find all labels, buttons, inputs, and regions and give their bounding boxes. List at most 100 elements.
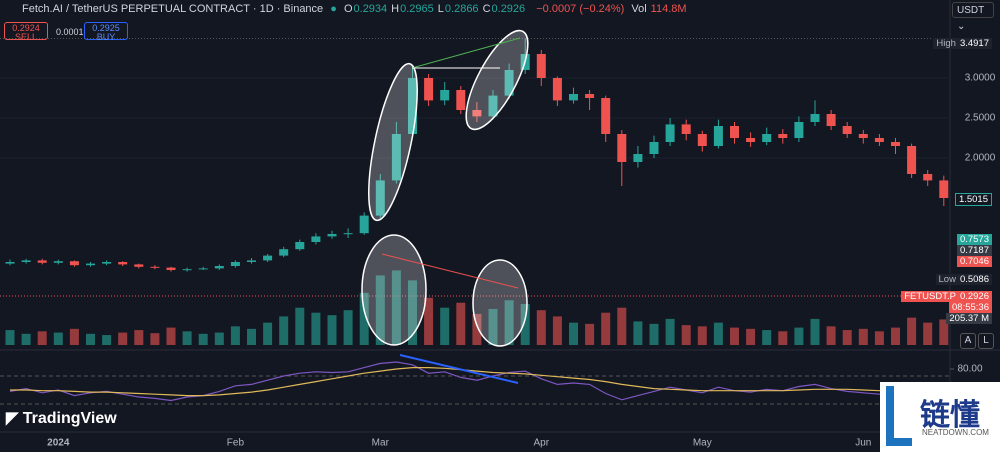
volume-bar	[874, 331, 884, 345]
badge-label: High	[936, 38, 956, 49]
buy-button[interactable]: 0.2925 BUY	[84, 22, 128, 42]
badge-label: FETUSDT.P	[904, 291, 956, 302]
ohlc-key: O	[343, 3, 353, 15]
sell-label: SELL	[14, 32, 38, 42]
candle-body	[69, 261, 79, 266]
price-badge: Low 0.5086	[935, 274, 992, 285]
volume-bar	[746, 328, 756, 345]
logo-text: TradingView	[22, 410, 117, 427]
candle-body	[311, 236, 321, 242]
currency-select[interactable]: USDT ⌄	[952, 2, 994, 32]
candle-body	[408, 78, 417, 134]
volume-bar	[569, 322, 578, 345]
watermark: 链懂 NEATDOWN.COM	[880, 382, 1000, 452]
volume-bar	[327, 315, 337, 345]
candle-body	[601, 98, 611, 134]
rsi-line	[9, 361, 944, 408]
badge-value: 0.5086	[959, 274, 989, 285]
x-tick-label: May	[693, 438, 712, 449]
volume-bar	[697, 326, 707, 345]
volume-bar	[762, 330, 772, 345]
badge-value: 0.7573	[959, 234, 989, 245]
candle-body	[794, 122, 804, 138]
candle-body	[649, 142, 659, 154]
volume-bar	[5, 330, 15, 345]
symbol-title[interactable]: Fetch.AI / TetherUS PERPETUAL CONTRACT ·…	[22, 3, 324, 15]
candle-body	[778, 134, 788, 138]
volume-bar	[633, 321, 643, 345]
volume-bar	[295, 307, 305, 345]
ohlc-value: 0.2866	[444, 3, 479, 15]
candle-body	[456, 90, 466, 110]
volume-bar	[150, 333, 160, 345]
volume-bar	[601, 312, 611, 345]
badge-value: 3.4917	[959, 38, 989, 49]
volume-bar	[440, 307, 450, 345]
volume-value: 114.8M	[650, 3, 687, 15]
candle-body	[150, 266, 160, 268]
price-badge: 08:55:36	[949, 302, 992, 313]
x-tick-label: Jun	[855, 438, 871, 449]
volume-bar	[359, 292, 369, 345]
volume-bar	[730, 327, 739, 345]
candle-body	[891, 142, 900, 146]
candle-body	[923, 174, 933, 181]
volume-bar	[408, 280, 417, 345]
candle-body	[874, 138, 884, 142]
candle-body	[907, 146, 917, 174]
candle-body	[198, 268, 208, 270]
candle-body	[279, 249, 289, 256]
volume-bar	[810, 318, 820, 345]
candle-body	[86, 263, 95, 266]
volume-bar	[472, 313, 482, 345]
price-badge: 1.5015	[954, 193, 992, 206]
candle-body	[665, 124, 675, 142]
volume-bar	[891, 327, 900, 345]
volume-bar	[536, 310, 546, 345]
ohlc: O0.2934 H0.2965 L0.2866 C0.2926	[344, 3, 529, 15]
price-badge: High 3.4917	[933, 38, 992, 49]
x-tick-label: Apr	[534, 438, 550, 449]
candle-body	[569, 94, 578, 101]
spread: 0.0001	[56, 27, 84, 37]
ohlc-value: 0.2965	[400, 3, 434, 15]
badge-value: 0.7046	[959, 256, 989, 267]
candle-body	[472, 110, 482, 117]
badge-label: Low	[938, 274, 956, 285]
candle-body	[488, 95, 498, 117]
candle-body	[939, 180, 949, 198]
candle-body	[536, 54, 546, 78]
candle-body	[5, 262, 15, 264]
volume-bar	[681, 325, 691, 345]
sell-button[interactable]: 0.2924 SELL	[4, 22, 48, 42]
volume-bar	[456, 302, 466, 345]
watermark-icon	[886, 386, 912, 446]
candle-body	[697, 134, 707, 146]
candle-body	[842, 126, 852, 134]
scale-button[interactable]: A	[960, 333, 976, 349]
ohlc-key: L	[437, 3, 444, 15]
candle-body	[21, 260, 31, 262]
scale-button[interactable]: L	[978, 333, 994, 349]
candle-body	[327, 234, 337, 237]
candle-body	[263, 255, 273, 261]
volume-bar	[520, 303, 530, 345]
buy-price: 0.2925	[92, 23, 120, 33]
candle-body	[247, 260, 256, 262]
candle-body	[424, 78, 434, 101]
candle-body	[182, 269, 192, 271]
volume-bar	[263, 322, 273, 345]
candle-body	[102, 262, 112, 264]
candle-body	[858, 134, 868, 138]
symbol-header: Fetch.AI / TetherUS PERPETUAL CONTRACT ·…	[22, 3, 687, 15]
candle-body	[214, 266, 224, 269]
volume-bar	[343, 310, 353, 345]
volume-bar	[778, 331, 788, 345]
candle-body	[53, 261, 63, 263]
ohlc-key: H	[391, 3, 400, 15]
x-tick-label: Mar	[372, 438, 390, 449]
volume-bar	[118, 332, 128, 345]
change: −0.0007 (−0.24%)	[536, 3, 625, 15]
candle-body	[166, 267, 176, 270]
